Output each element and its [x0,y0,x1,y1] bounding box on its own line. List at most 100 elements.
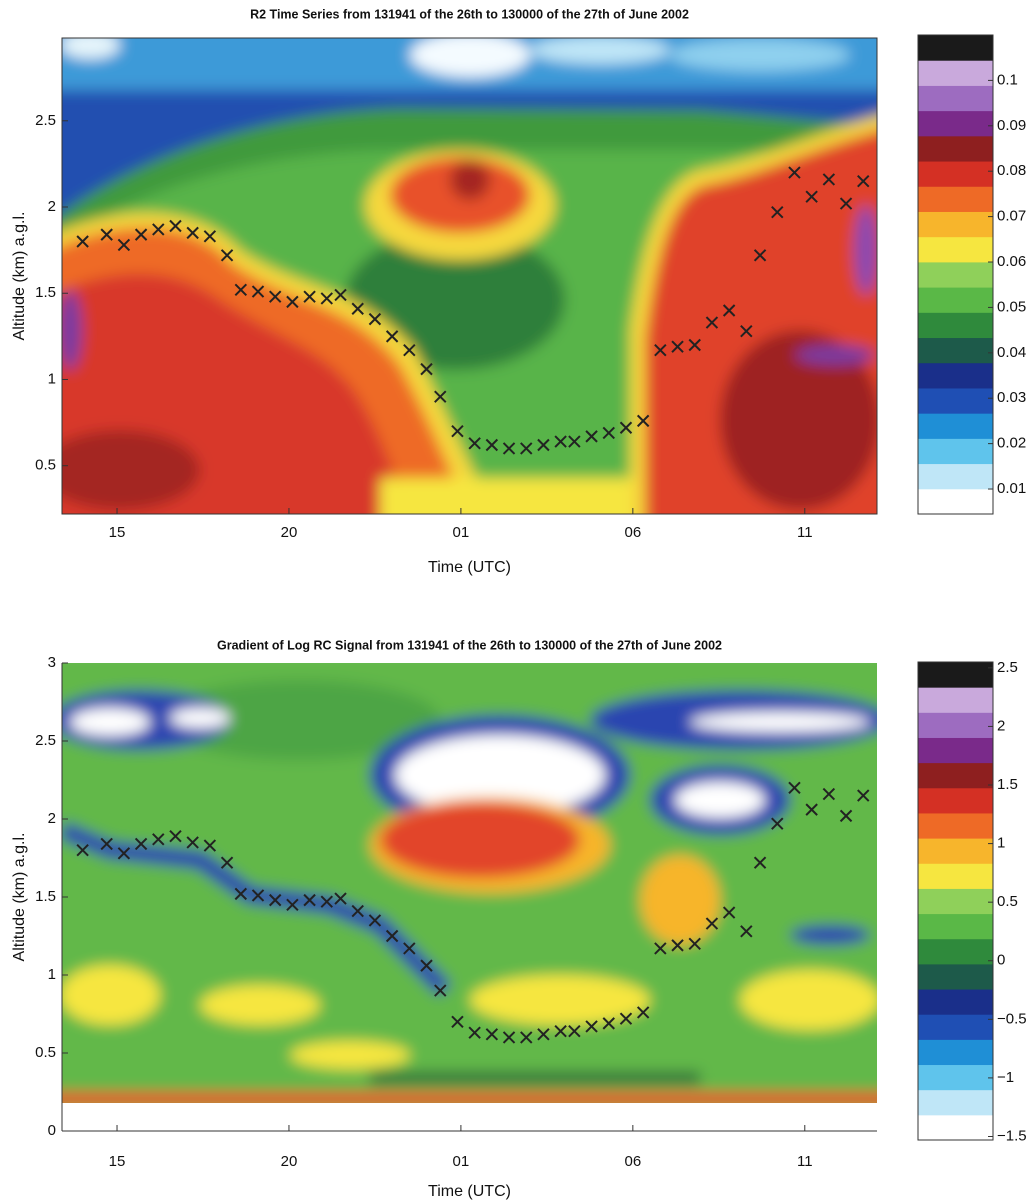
colorbar-frame [917,661,994,1141]
colorbar-tick-label: 0.1 [997,71,1018,88]
boundary-marker [268,290,282,303]
boundary-marker [420,362,433,376]
boundary-marker [485,1028,499,1041]
boundary-marker [502,1031,516,1044]
colorbar-band [918,687,993,713]
boundary-marker [186,226,199,240]
boundary-marker [368,312,382,326]
x-tick-label: 01 [453,1153,470,1170]
colorbar-tick-label: 0 [997,952,1005,969]
colorbar-tick-label: 0.01 [997,480,1026,497]
x-tick-label: 06 [625,524,642,541]
colorbar-band [918,186,993,212]
boundary-marker [805,190,818,203]
boundary-marker [434,390,447,403]
boundary-marker [76,843,89,857]
boundary-marker [234,887,248,901]
boundary-marker [822,787,836,801]
colorbar-band [918,838,993,864]
y-tick-label: 2 [48,198,56,215]
boundary-marker [251,889,265,902]
colorbar-band [918,85,993,112]
boundary-marker [334,288,347,302]
boundary-marker [186,836,199,849]
colorbar-band [918,888,993,915]
boundary-marker [403,343,416,357]
colorbar-band [918,463,993,490]
colorbar-band [918,211,993,238]
boundary-marker [320,895,333,908]
chart-title: Gradient of Log RC Signal from 131941 of… [217,638,722,652]
x-tick-label: 20 [281,524,298,541]
boundary-marker [585,430,598,443]
colorbar-band [918,387,993,414]
colorbar-band [918,60,993,86]
boundary-marker [619,421,633,434]
colorbar-band [918,1114,993,1141]
colorbar-band [918,413,993,439]
colorbar-band [918,488,993,515]
boundary-marker [740,925,753,938]
colorbar-tick-label: 2 [997,717,1005,734]
boundary-marker [740,324,753,338]
boundary-marker [502,442,516,455]
boundary-marker [385,929,399,943]
boundary-marker [688,338,701,352]
boundary-marker [152,223,165,236]
colorbar-band [918,762,993,789]
y-tick-label: 1 [48,966,56,983]
boundary-marker [636,414,650,428]
boundary-marker [568,1024,581,1038]
colorbar-band [918,737,993,764]
colorbar-frame [917,34,994,515]
boundary-marker [771,205,784,219]
boundary-marker [403,942,416,955]
boundary-marker [385,330,399,343]
x-tick-label: 01 [453,524,470,541]
boundary-marker [671,939,684,952]
colorbar-band [918,362,993,389]
colorbar-tick-label: 0.08 [997,162,1026,179]
x-tick-label: 11 [797,524,813,541]
colorbar-tick-label: 0.07 [997,208,1026,225]
colorbar-tick-label: 0.5 [997,893,1018,910]
boundary-marker [76,235,89,248]
chart-title: R2 Time Series from 131941 of the 26th t… [250,7,689,21]
boundary-marker [636,1006,650,1019]
colorbar-tick-label: 0.04 [997,344,1026,361]
colorbar-band [918,812,993,839]
colorbar-band [918,989,993,1015]
colorbar-band [918,662,993,688]
boundary-marker [100,228,113,241]
boundary-marker [203,230,217,243]
boundary-marker [485,438,499,452]
heatmap-field [62,663,877,1103]
boundary-marker [602,426,615,440]
colorbar-tick-label: 0.09 [997,117,1026,134]
boundary-marker [169,219,182,233]
boundary-marker [286,295,299,309]
colorbar-tick-label: 2.5 [997,659,1018,676]
colorbar-band [918,337,993,364]
boundary-marker [822,173,836,186]
boundary-marker [351,302,364,315]
boundary-marker [585,1020,598,1033]
boundary-marker [839,197,853,210]
colorbar-band [918,287,993,313]
colorbar-tick-label: 0.02 [997,435,1026,452]
y-tick-label: 1.5 [35,284,56,301]
x-tick-label: 15 [109,524,126,541]
y-tick-label: 0.5 [35,457,56,474]
y-axis-label: Altitude (km) a.g.l. [11,833,28,962]
plot-frame [61,37,878,515]
boundary-marker [788,166,801,179]
boundary-marker [722,906,736,919]
boundary-marker [788,781,801,795]
boundary-marker [117,238,131,252]
colorbar-band [918,135,993,162]
y-tick-label: 1.5 [35,888,56,905]
boundary-marker [152,833,165,846]
colorbar-tick-label: −1.5 [997,1127,1027,1144]
boundary-marker [857,789,870,802]
